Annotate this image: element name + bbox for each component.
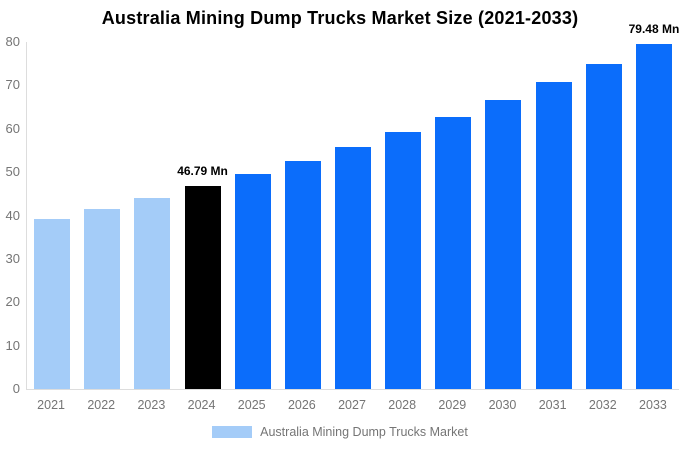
x-tick-label-2033: 2033: [639, 398, 667, 412]
y-tick-label-10: 10: [5, 337, 20, 353]
y-tick-label-20: 20: [5, 294, 20, 310]
bars: 46.79 Mn 79.48 Mn: [27, 22, 679, 389]
y-tick-label-40: 40: [5, 207, 20, 223]
y-tick-label-70: 70: [5, 77, 20, 93]
y-tick-label-60: 60: [5, 120, 20, 136]
bar-2029[interactable]: [435, 116, 472, 389]
bar-2024[interactable]: [184, 186, 221, 389]
x-tick-label-2027: 2027: [338, 398, 366, 412]
bar-column-2021: [27, 42, 77, 389]
bar-2026[interactable]: [284, 160, 321, 389]
x-tick-label-2031: 2031: [538, 398, 567, 412]
y-tick-label-80: 80: [5, 34, 20, 49]
bar-2028[interactable]: [385, 132, 422, 389]
bar-column-2033: 79.48 Mn: [629, 22, 679, 389]
bar-2030[interactable]: [485, 100, 522, 389]
chart-title: Australia Mining Dump Trucks Market Size…: [101, 8, 579, 28]
bar-column-2031: [529, 42, 579, 389]
bar-2032[interactable]: [585, 63, 622, 389]
bar-2031[interactable]: [535, 82, 572, 389]
bar-2023[interactable]: [134, 197, 171, 389]
bar-column-2027: [328, 42, 378, 389]
legend-swatch-icon: [212, 426, 253, 438]
bar-column-2024: 46.79 Mn: [177, 42, 228, 389]
x-tick-label-2024: 2024: [187, 398, 216, 412]
x-tick-label-2023: 2023: [137, 398, 166, 412]
legend[interactable]: Australia Mining Dump Trucks Market: [0, 425, 680, 439]
bar-value-label-2024: 46.79 Mn: [177, 164, 228, 178]
x-axis: 2021 2022 2023 2024 2025 2026 2027 2028 2029 2030…: [26, 398, 678, 412]
bar-2021[interactable]: [34, 219, 71, 389]
legend-label: Australia Mining Dump Trucks Market: [260, 425, 468, 439]
bar-2022[interactable]: [84, 208, 121, 389]
y-tick-label-50: 50: [5, 164, 20, 180]
bar-column-2028: [378, 42, 428, 389]
y-tick-label-0: 0: [12, 381, 20, 396]
x-tick-label-2021: 2021: [37, 398, 65, 412]
bar-column-2030: [478, 42, 528, 389]
bar-column-2032: [579, 42, 629, 389]
x-tick-label-2029: 2029: [438, 398, 467, 412]
x-tick-label-2032: 2032: [588, 398, 617, 412]
bar-value-label-2033: 79.48 Mn: [628, 22, 680, 37]
bar-2033[interactable]: [635, 44, 672, 389]
bar-2025[interactable]: [234, 173, 271, 389]
x-tick-label-2025: 2025: [237, 398, 266, 412]
x-tick-label-2028: 2028: [388, 398, 417, 412]
x-tick-label-2026: 2026: [287, 398, 316, 412]
bar-column-2029: [428, 42, 478, 389]
bar-column-2025: [228, 42, 278, 389]
bar-column-2023: [127, 42, 177, 389]
bar-column-2026: [278, 42, 328, 389]
x-tick-label-2030: 2030: [488, 398, 517, 412]
bar-column-2022: [77, 42, 127, 389]
x-tick-label-2022: 2022: [87, 398, 116, 412]
y-tick-label-30: 30: [5, 250, 20, 266]
plot-area: 46.79 Mn 79.48 Mn: [26, 22, 679, 390]
bar-2027[interactable]: [335, 147, 372, 389]
